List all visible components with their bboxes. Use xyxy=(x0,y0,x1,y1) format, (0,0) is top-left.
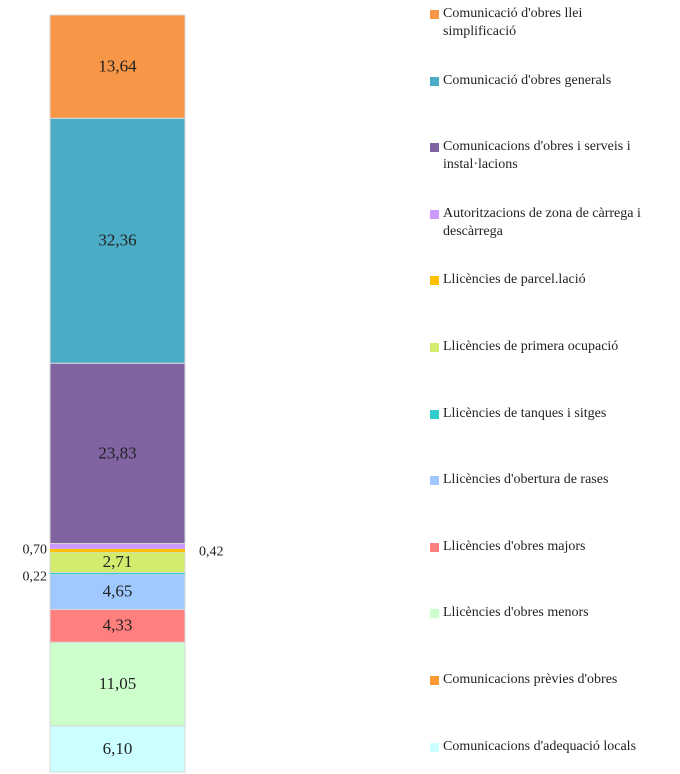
value-label: 0,70 xyxy=(23,542,48,557)
legend-entry: Llicències d'obres majors xyxy=(430,538,655,556)
value-label: 23,83 xyxy=(98,443,136,462)
legend-entry: Llicències de primera ocupació xyxy=(430,338,655,356)
legend-entry: Comunicacions d'obres i serveis i instal… xyxy=(430,138,655,174)
legend-label: Llicències de tanques i sitges xyxy=(443,405,607,421)
bar-segment xyxy=(49,14,186,119)
bar-segment xyxy=(49,573,186,610)
legend-label: Llicències de parcel.lació xyxy=(443,272,586,288)
value-label: 11,05 xyxy=(99,674,137,693)
legend-entry: Comunicació d'obres llei simplificació xyxy=(430,5,655,41)
value-label: 13,64 xyxy=(98,57,137,76)
bar-segment xyxy=(50,548,185,553)
legend-entry: Comunicació d'obres generals xyxy=(430,72,655,90)
legend-entry: Llicències de tanques i sitges xyxy=(430,405,655,423)
legend-label: Llicències de primera ocupació xyxy=(443,339,619,354)
legend-swatch xyxy=(430,476,439,486)
legend-swatch xyxy=(430,10,439,19)
value-label: 0,22 xyxy=(23,570,48,585)
legend-swatch xyxy=(430,343,439,352)
legend-label: Comunicació d'obres generals xyxy=(443,72,612,88)
legend-swatch xyxy=(430,143,439,153)
legend-swatch xyxy=(430,276,439,286)
legend-entry: Llicències d'obertura de rases xyxy=(430,471,655,489)
legend-swatch xyxy=(430,409,439,419)
legend-label: Llicències d'obertura de rases xyxy=(443,472,609,488)
value-label: 4,65 xyxy=(103,582,133,601)
legend-label: Comunicacions d'adequació locals xyxy=(443,738,637,754)
value-label: 6,10 xyxy=(103,739,133,758)
bar-segment xyxy=(49,641,186,727)
legend-label: Comunicacions prèvies d'obres xyxy=(443,672,618,687)
legend-swatch xyxy=(430,209,439,219)
value-label: 32,36 xyxy=(98,231,136,250)
bar-segment xyxy=(50,543,185,549)
legend-label: Llicències d'obres menors xyxy=(443,605,589,621)
legend-swatch xyxy=(430,742,439,752)
legend-swatch xyxy=(430,609,439,619)
value-label: 4,33 xyxy=(103,616,133,635)
value-label: 0,42 xyxy=(199,545,224,560)
bar-segment xyxy=(49,725,186,773)
legend-label: Comunicació d'obres llei simplificació xyxy=(443,6,583,39)
legend-entry: Llicències d'obres menors xyxy=(430,604,655,622)
legend-swatch xyxy=(430,542,439,552)
legend-swatch xyxy=(430,676,439,685)
legend-label: Autoritzacions de zona de càrrega i desc… xyxy=(443,205,641,239)
legend-swatch xyxy=(430,76,439,86)
legend-entry: Comunicacions d'adequació locals xyxy=(430,738,655,756)
value-label: 2,71 xyxy=(103,552,133,571)
bar-segment xyxy=(50,572,185,575)
legend-label: Llicències d'obres majors xyxy=(443,538,586,554)
legend-entry: Llicències de parcel.lació xyxy=(430,271,655,289)
legend-label: Comunicacions d'obres i serveis i instal… xyxy=(443,139,631,173)
legend-entry: Autoritzacions de zona de càrrega i desc… xyxy=(430,205,655,241)
legend-entry: Comunicacions prèvies d'obres xyxy=(430,671,655,689)
